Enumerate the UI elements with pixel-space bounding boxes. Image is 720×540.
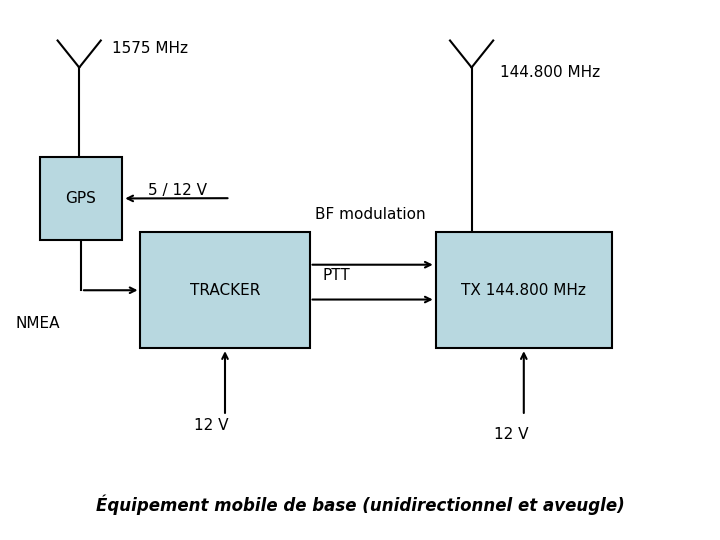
Text: TRACKER: TRACKER	[190, 283, 260, 298]
Text: 12 V: 12 V	[194, 418, 228, 434]
FancyBboxPatch shape	[436, 232, 612, 348]
Text: NMEA: NMEA	[16, 316, 60, 332]
Text: 144.800 MHz: 144.800 MHz	[500, 65, 600, 80]
Text: GPS: GPS	[66, 191, 96, 206]
FancyBboxPatch shape	[40, 157, 122, 240]
Text: 12 V: 12 V	[494, 427, 528, 442]
Text: 5 / 12 V: 5 / 12 V	[148, 183, 207, 198]
Text: PTT: PTT	[323, 268, 351, 283]
FancyBboxPatch shape	[140, 232, 310, 348]
Text: TX 144.800 MHz: TX 144.800 MHz	[462, 283, 586, 298]
Text: 1575 MHz: 1575 MHz	[112, 41, 188, 56]
Text: BF modulation: BF modulation	[315, 207, 426, 222]
Text: Équipement mobile de base (unidirectionnel et aveugle): Équipement mobile de base (unidirectionn…	[96, 495, 624, 515]
